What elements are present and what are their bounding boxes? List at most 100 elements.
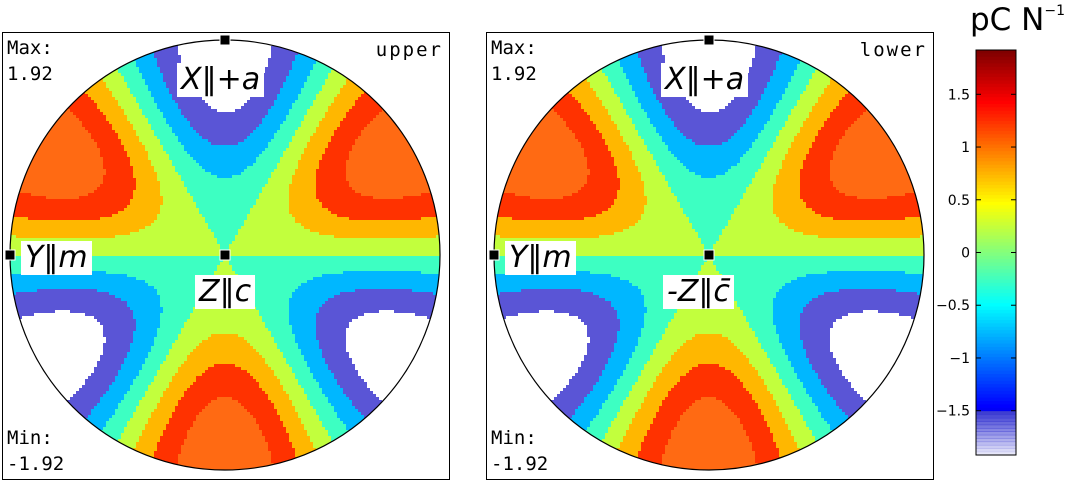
contour-plot-lower: [488, 34, 925, 471]
colorbar-segment: [976, 326, 1016, 331]
colorbar-segment: [976, 414, 1016, 419]
colorbar-segment: [976, 195, 1016, 200]
colorbar-segment: [976, 218, 1016, 223]
colorbar-segment: [976, 201, 1016, 206]
colorbar-segment: [976, 363, 1016, 368]
colorbar-tick-label: −1: [949, 351, 970, 367]
colorbar-segment: [976, 428, 1016, 432]
colorbar-segment: [976, 434, 1016, 439]
colorbar-segment: [976, 266, 1016, 270]
colorbar-segment: [976, 63, 1016, 68]
colorbar-segment: [976, 390, 1016, 395]
colorbar-tick-label: 1.5: [948, 87, 970, 103]
colorbar-segment: [976, 279, 1016, 284]
colorbar-segment: [976, 120, 1016, 125]
colorbar-segment: [976, 441, 1016, 446]
colorbar-segment: [976, 242, 1016, 247]
colorbar-segment: [976, 87, 1016, 92]
colorbar-segment: [976, 114, 1016, 119]
max-value: 1.92: [491, 61, 537, 87]
colorbar-tick-label: 0.5: [948, 193, 970, 209]
colorbar-segment: [976, 444, 1016, 449]
colorbar-segment: [976, 347, 1016, 351]
min-value: -1.92: [7, 451, 64, 477]
colorbar-segment: [976, 397, 1016, 402]
colorbar-segment: [976, 343, 1016, 348]
colorbar-segment: [976, 438, 1016, 443]
colorbar-segment: [976, 117, 1016, 122]
colorbar-segment: [976, 282, 1016, 287]
colorbar-segment: [976, 164, 1016, 169]
min-label: Min:: [491, 425, 548, 451]
colorbar-segment: [976, 407, 1016, 412]
x-axis-label: X‖+a: [661, 63, 749, 97]
colorbar-tick-label: −0.5: [936, 298, 970, 314]
colorbar-segment: [976, 404, 1016, 409]
z-axis-marker: [703, 249, 715, 261]
colorbar-segment: [976, 181, 1016, 186]
colorbar-segment: [976, 276, 1016, 281]
colorbar-segment: [976, 262, 1016, 267]
colorbar-segment: [976, 245, 1016, 250]
contour-bands: [10, 40, 440, 470]
colorbar-segment: [976, 50, 1016, 54]
hemisphere-label: lower: [860, 37, 927, 63]
y-axis-marker: [4, 249, 16, 261]
colorbar-segment: [976, 212, 1016, 216]
x-axis-label: X‖+a: [177, 63, 265, 97]
colorbar-segment: [976, 141, 1016, 146]
colorbar-segment: [976, 239, 1016, 243]
colorbar-segment: [976, 228, 1016, 233]
colorbar-segment: [976, 401, 1016, 405]
colorbar-segment: [976, 171, 1016, 176]
min-value: -1.92: [491, 451, 548, 477]
z-axis-marker: [219, 249, 231, 261]
colorbar-segment: [976, 70, 1016, 75]
hemisphere-label: upper: [376, 37, 443, 63]
colorbar-segment: [976, 313, 1016, 318]
colorbar-segment: [976, 225, 1016, 230]
colorbar-segment: [976, 360, 1016, 365]
colorbar-segment: [976, 296, 1016, 301]
colorbar-segment: [976, 269, 1016, 274]
colorbar-segment: [976, 374, 1016, 378]
colorbar-segment: [976, 198, 1016, 203]
colorbar-segment: [976, 411, 1016, 416]
colorbar-segment: [976, 73, 1016, 78]
colorbar-segment: [976, 97, 1016, 102]
colorbar-segment: [976, 93, 1016, 98]
colorbar-segment: [976, 431, 1016, 436]
colorbar-segment: [976, 451, 1016, 456]
plot-panel-lower: Max: 1.92 Min: -1.92 lower X‖+a Y‖m -Z‖c…: [486, 32, 934, 480]
colorbar-segment: [976, 323, 1016, 328]
min-readout: Min: -1.92: [491, 425, 548, 477]
min-readout: Min: -1.92: [7, 425, 64, 477]
colorbar-segment: [976, 208, 1016, 213]
colorbar-segment: [976, 161, 1016, 166]
colorbar-segment: [976, 100, 1016, 105]
colorbar-tick-label: 0: [961, 246, 970, 262]
x-axis-marker: [219, 34, 231, 46]
colorbar-segment: [976, 259, 1016, 264]
min-label: Min:: [7, 425, 64, 451]
colorbar-segment: [976, 394, 1016, 399]
colorbar-segment: [976, 357, 1016, 362]
colorbar-segment: [976, 144, 1016, 149]
colorbar-segment: [976, 252, 1016, 257]
colorbar-segment: [976, 77, 1016, 81]
colorbar-segment: [976, 303, 1016, 308]
colorbar-segment: [976, 191, 1016, 196]
colorbar-segment: [976, 205, 1016, 210]
colorbar-segment: [976, 424, 1016, 429]
colorbar-segment: [976, 350, 1016, 355]
colorbar: 1.5 1 0.5 0 −0.5 −1 −1.5: [936, 49, 1017, 456]
y-axis-label: Y‖m: [505, 241, 576, 275]
colorbar-segment: [976, 299, 1016, 304]
max-label: Max:: [7, 35, 53, 61]
colorbar-segment: [976, 134, 1016, 139]
z-axis-label: Z‖c: [195, 275, 256, 309]
colorbar-segment: [976, 330, 1016, 335]
colorbar-segment: [976, 255, 1016, 260]
colorbar-segment: [976, 110, 1016, 115]
colorbar-segment: [976, 272, 1016, 277]
